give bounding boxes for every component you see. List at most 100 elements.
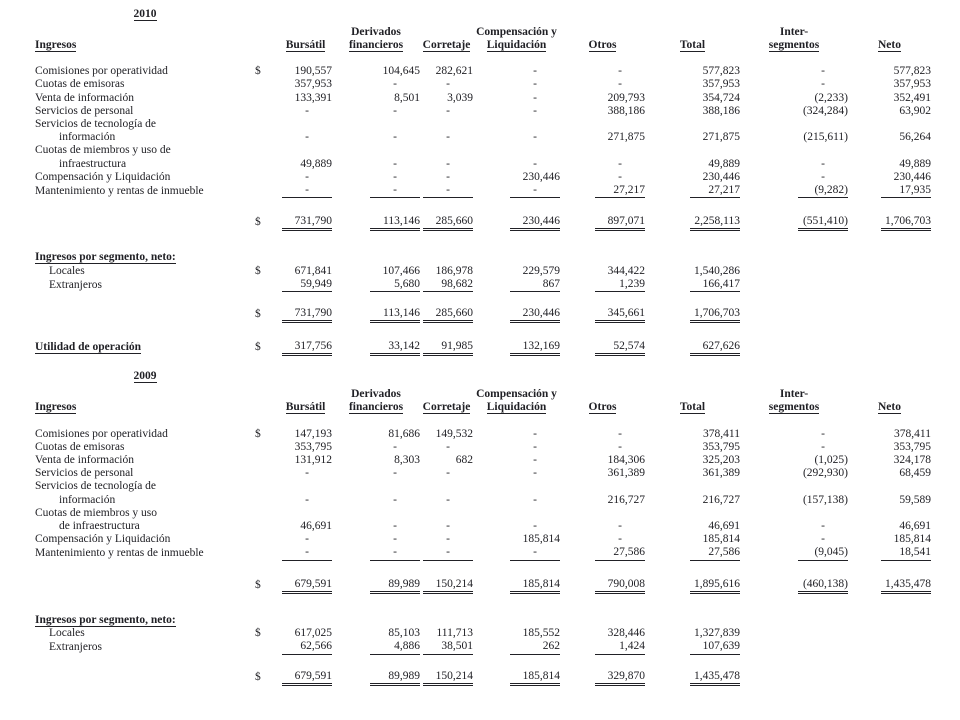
cell-value-text: 33,142 — [370, 340, 420, 357]
cell-value: 627,626 — [645, 340, 740, 357]
cell-value: - — [740, 144, 848, 170]
spacer-cell — [35, 592, 931, 614]
cell-value-text: (551,410) — [798, 215, 848, 232]
column-header: Corretaje — [420, 401, 473, 415]
row-label-line: Utilidad de operación — [35, 341, 255, 355]
currency-symbol — [255, 467, 279, 480]
cell-value: 46,691 — [300, 520, 332, 533]
cell-value — [560, 251, 645, 264]
currency-symbol — [255, 507, 279, 533]
row-label: Cuotas de miembros y uso de infraestructu… — [35, 144, 255, 170]
column-header-text: Bursátil — [285, 39, 326, 52]
cell-value: 104,645 — [382, 65, 420, 78]
row-label: Mantenimiento y rentas de inmueble — [35, 184, 255, 198]
table-row: Compensación y Liquidación - - - 230,446 - 230… — [35, 171, 931, 184]
cell-value-text: - — [370, 546, 420, 561]
table-row: Servicios de personal - - - - 361,389 361,389 (… — [35, 467, 931, 480]
cell-value — [645, 251, 740, 264]
cell-value-text: - — [370, 184, 420, 199]
cell-value-text: 18,541 — [881, 546, 931, 561]
cell-value: 271,875 — [702, 131, 740, 144]
currency-symbol: $ — [255, 670, 261, 683]
cell-value: 353,795 — [294, 440, 332, 453]
spacer-row — [35, 198, 931, 215]
cell-value: - — [332, 78, 420, 91]
cell-value-text: - — [393, 170, 397, 183]
cell-value: - — [332, 105, 420, 118]
row-label-line: Cuotas de emisoras — [35, 440, 125, 453]
currency-symbol: $ — [255, 341, 261, 354]
column-header-line1: Inter- — [740, 25, 848, 39]
cell-value: 150,214 — [420, 578, 473, 595]
currency-symbol — [255, 278, 279, 292]
cell-value-text: 731,790 — [282, 307, 332, 324]
cell-value: - — [473, 546, 560, 561]
cell-value: - — [332, 467, 420, 480]
cell-value: 150,214 — [420, 670, 473, 686]
cell-value: 867 — [473, 278, 560, 293]
row-label-line: Compensación y Liquidación — [35, 170, 171, 183]
cell-value: (9,282) — [740, 184, 848, 199]
cell-value-text: 91,985 — [423, 340, 473, 357]
cell-value: 216,727 — [702, 493, 740, 506]
row-label-line: Compensación y Liquidación — [35, 533, 171, 546]
cell-value-text: - — [533, 65, 537, 78]
table-row: $731,790 113,146 285,660 230,446 897,071 2,25… — [35, 215, 931, 232]
year-section: 2009 Derivados Compensación y Inter- Ingres… — [35, 370, 960, 686]
year-heading: 2009 — [133, 370, 157, 384]
cell-value: - — [740, 65, 848, 78]
table-row: $679,591 89,989 150,214 185,814 790,008 1,895… — [35, 578, 931, 595]
cell-value-text: - — [393, 440, 397, 453]
cell-value-text: - — [393, 533, 397, 546]
row-label: Compensación y Liquidación — [35, 171, 255, 184]
cell-value: 1,327,839 — [694, 627, 740, 640]
cell-value: 49,889 — [899, 157, 931, 170]
row-label-line: Comisiones por operatividad — [35, 65, 168, 78]
cell-value: 56,264 — [899, 131, 931, 144]
spacer-row — [35, 561, 931, 578]
cell-value: - — [332, 546, 420, 561]
column-header: Total — [645, 401, 740, 415]
cell-value-text: 230,446 — [510, 215, 560, 232]
cell-value-text: - — [821, 157, 825, 170]
cell-value: 27,217 — [645, 184, 740, 199]
cell-value: 328,446 — [607, 627, 645, 640]
cell-value: 46,691 — [708, 520, 740, 533]
cell-value: 185,814 — [473, 670, 560, 686]
currency-symbol: $ — [255, 627, 261, 640]
column-header-text: Corretaje — [422, 39, 471, 52]
cell-value: 324,178 — [893, 454, 931, 467]
cell-value — [740, 265, 848, 278]
cell-value-text: 1,435,478 — [881, 578, 931, 595]
column-header-text: Bursátil — [285, 401, 326, 415]
cell-value — [848, 614, 931, 627]
row-label: Comisiones por operatividad — [35, 65, 255, 78]
cell-value: - — [740, 171, 848, 184]
cell-value-text: 113,146 — [370, 307, 420, 324]
cell-value-text: (460,138) — [798, 578, 848, 595]
row-label-line: Mantenimiento y rentas de inmueble — [35, 185, 204, 198]
cell-value: - — [473, 480, 560, 506]
cell-value: - — [279, 467, 332, 480]
cell-value — [740, 251, 848, 264]
cell-value: - — [560, 65, 645, 78]
cell-value-text: - — [510, 546, 560, 561]
cell-value — [420, 614, 473, 627]
cell-value: 285,660 — [420, 215, 473, 232]
segment-income-table: Derivados Compensación y Inter- Ingresos Bur… — [35, 387, 931, 686]
cell-value-text: 329,870 — [595, 670, 645, 686]
cell-value-text: 38,501 — [423, 640, 473, 655]
cell-value: - — [740, 78, 848, 91]
cell-value: 353,795 — [893, 440, 931, 453]
cell-value-text: 185,814 — [510, 670, 560, 686]
year-heading: 2010 — [133, 8, 157, 21]
cell-value: - — [473, 454, 560, 467]
spacer-row — [35, 229, 931, 251]
cell-value — [279, 614, 332, 627]
cell-value: - — [473, 118, 560, 144]
column-header-text: Neto — [878, 39, 901, 52]
cell-value: 85,103 — [388, 627, 420, 640]
column-header: Bursátil — [279, 401, 332, 415]
cell-value: - — [332, 184, 420, 199]
column-header-line1 — [420, 25, 473, 39]
